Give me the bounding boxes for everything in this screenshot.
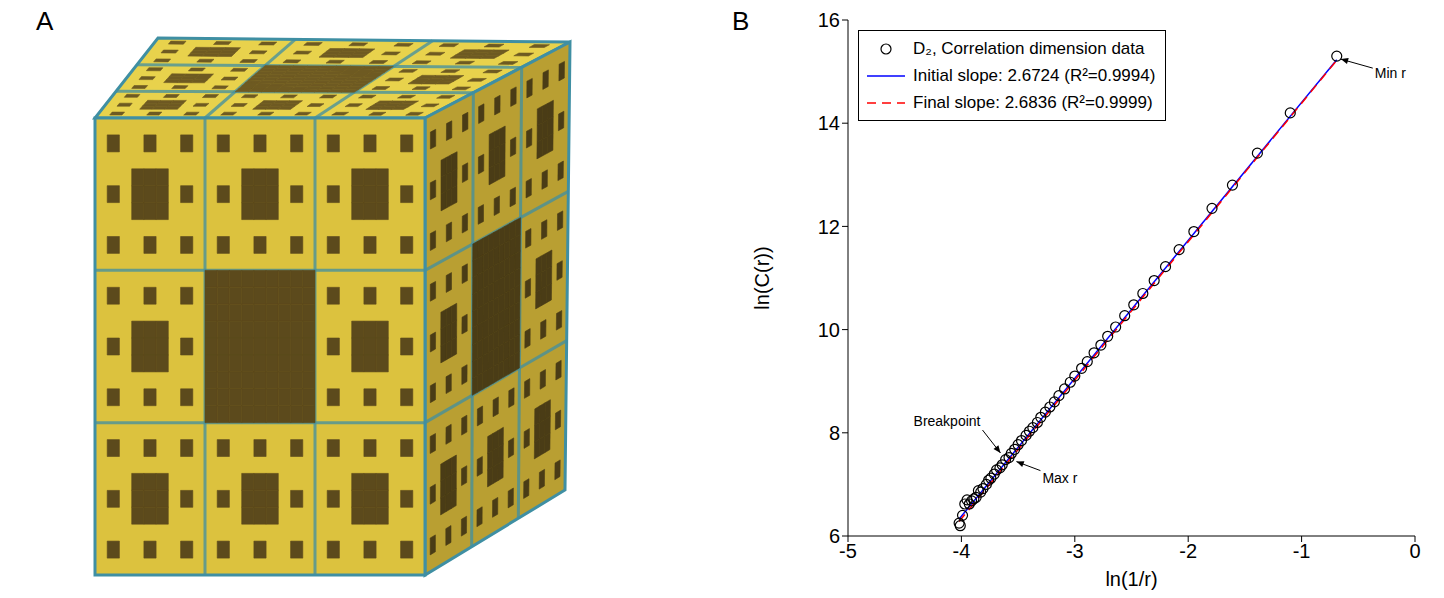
svg-text:Max r: Max r: [1042, 470, 1077, 486]
svg-text:16: 16: [818, 9, 840, 31]
svg-text:10: 10: [818, 319, 840, 341]
svg-text:8: 8: [829, 422, 840, 444]
svg-text:-5: -5: [839, 540, 857, 562]
html-text:Initial slope: 2.6724 (R²=0.99: Initial slope: 2.6724 (R²=0.9994): [913, 66, 1156, 85]
svg-text:ln(1/r): ln(1/r): [1105, 568, 1157, 590]
svg-text:14: 14: [818, 112, 840, 134]
html-text:D₂, Correlation dimension data: D₂, Correlation dimension data: [913, 39, 1145, 58]
html-text:Final slope: 2.6836 (R²=0.9999: Final slope: 2.6836 (R²=0.9999): [913, 93, 1153, 112]
svg-text:Breakpoint: Breakpoint: [914, 413, 981, 429]
svg-text:ln(C(r)): ln(C(r)): [752, 246, 773, 309]
svg-text:-2: -2: [1179, 540, 1197, 562]
svg-text:-4: -4: [953, 540, 971, 562]
svg-text:12: 12: [818, 216, 840, 238]
svg-text:6: 6: [829, 525, 840, 547]
svg-text:0: 0: [1409, 540, 1420, 562]
html-text:B: B: [732, 6, 750, 36]
svg-text:-1: -1: [1293, 540, 1311, 562]
svg-text:-3: -3: [1066, 540, 1084, 562]
svg-text:Min r: Min r: [1375, 65, 1406, 81]
html-text:A: A: [36, 6, 54, 36]
